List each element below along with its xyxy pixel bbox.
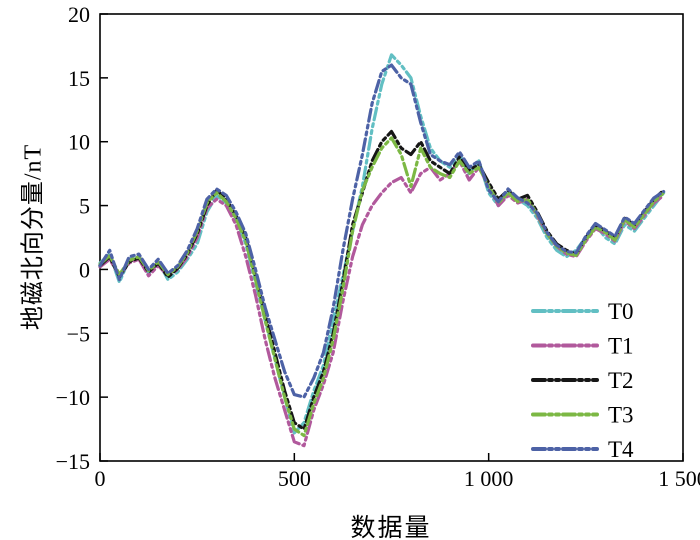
y-tick-label: 10 — [68, 130, 90, 155]
legend-label-T1: T1 — [608, 334, 634, 359]
y-axis-label: 地磁北向分量/nT — [20, 143, 47, 331]
series-line-T4 — [98, 63, 666, 399]
series-line-T3 — [98, 136, 666, 438]
legend-label-T4: T4 — [608, 437, 634, 462]
series-line-T2 — [98, 129, 666, 431]
x-tick-label: 1 000 — [464, 466, 514, 491]
legend-item-T2: T2 — [531, 368, 634, 393]
x-tick-label: 1 500 — [658, 466, 700, 491]
y-tick-label: −10 — [56, 385, 90, 410]
legend-item-T4: T4 — [531, 437, 634, 462]
plot-box — [99, 13, 684, 462]
y-tick-label: 5 — [79, 194, 90, 219]
y-tick-label: 20 — [68, 2, 90, 27]
series-line-T1 — [98, 159, 666, 448]
y-tick-label: −5 — [67, 321, 90, 346]
x-axis-label: 数据量 — [350, 515, 432, 540]
y-tick-label: 0 — [79, 257, 90, 282]
legend-label-T3: T3 — [608, 403, 634, 428]
legend-item-T0: T0 — [531, 299, 634, 324]
legend: T0 T1 T2 T3 T4 — [531, 299, 634, 462]
legend-item-T3: T3 — [531, 403, 634, 428]
x-tick-label: 500 — [278, 466, 311, 491]
x-tick-label: 0 — [95, 466, 106, 491]
y-tick-label: −15 — [56, 449, 90, 474]
y-tick-label: 15 — [68, 66, 90, 91]
legend-label-T2: T2 — [608, 368, 634, 393]
series-line-T0 — [98, 53, 666, 435]
legend-label-T0: T0 — [608, 299, 634, 324]
legend-item-T1: T1 — [531, 334, 634, 359]
